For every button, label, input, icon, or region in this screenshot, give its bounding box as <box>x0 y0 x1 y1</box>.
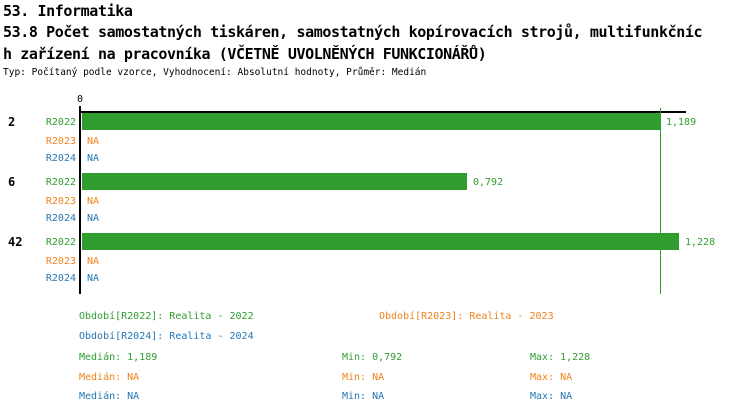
x-axis-line <box>79 111 686 113</box>
bar-value-label: 0,792 <box>473 177 504 188</box>
legend-r2023: Období[R2023]: Realita - 2023 <box>379 311 554 322</box>
stat-median-r2023: Medián: NA <box>79 372 140 383</box>
bar-group-42: 42 R2022 1,228 R2023 NA R2024 NA <box>0 233 750 293</box>
na-value-r2023: NA <box>87 256 100 267</box>
stat-median-r2024: Medián: NA <box>79 391 140 402</box>
stat-min-r2023: Min: NA <box>342 372 385 383</box>
series-label-r2024: R2024 <box>45 273 76 284</box>
bar-group-2: 2 R2022 1,189 R2023 NA R2024 NA <box>0 113 750 173</box>
na-value-r2024: NA <box>87 153 100 164</box>
category-label: 6 <box>8 175 16 189</box>
stat-max-r2024: Max: NA <box>530 391 573 402</box>
stat-min-r2024: Min: NA <box>342 391 385 402</box>
series-label-r2023: R2023 <box>45 256 76 267</box>
category-label: 42 <box>8 235 23 249</box>
median-reference-line <box>660 108 661 294</box>
series-label-r2024: R2024 <box>45 213 76 224</box>
category-label: 2 <box>8 115 16 129</box>
na-value-r2024: NA <box>87 273 100 284</box>
bar-value-label: 1,228 <box>685 237 716 248</box>
indicator-title-line2: h zařízení na pracovníka (VČETNĚ UVOLNĚN… <box>3 45 487 63</box>
bar-group-6: 6 R2022 0,792 R2023 NA R2024 NA <box>0 173 750 233</box>
na-value-r2024: NA <box>87 213 100 224</box>
stat-max-r2023: Max: NA <box>530 372 573 383</box>
indicator-meta-info: Typ: Počítaný podle vzorce, Vyhodnocení:… <box>3 67 427 78</box>
legend-r2024: Období[R2024]: Realita - 2024 <box>79 331 254 342</box>
bar-r2022 <box>82 233 679 250</box>
report-section-title: 53. Informatika <box>3 2 133 20</box>
series-label-r2023: R2023 <box>45 196 76 207</box>
bar-value-label: 1,189 <box>666 117 697 128</box>
bar-r2022 <box>82 173 467 190</box>
y-axis-line <box>79 106 81 294</box>
stat-max-r2022: Max: 1,228 <box>530 352 591 363</box>
bar-r2022 <box>82 113 660 130</box>
stat-min-r2022: Min: 0,792 <box>342 352 403 363</box>
stat-median-r2022: Medián: 1,189 <box>79 352 158 363</box>
series-label-r2024: R2024 <box>45 153 76 164</box>
series-label-r2022: R2022 <box>45 117 76 128</box>
series-label-r2022: R2022 <box>45 237 76 248</box>
series-label-r2023: R2023 <box>45 136 76 147</box>
legend-r2022: Období[R2022]: Realita - 2022 <box>79 311 254 322</box>
series-label-r2022: R2022 <box>45 177 76 188</box>
x-axis-zero-label: 0 <box>76 94 84 105</box>
indicator-title-line1: 53.8 Počet samostatných tiskáren, samost… <box>3 23 703 41</box>
na-value-r2023: NA <box>87 136 100 147</box>
na-value-r2023: NA <box>87 196 100 207</box>
